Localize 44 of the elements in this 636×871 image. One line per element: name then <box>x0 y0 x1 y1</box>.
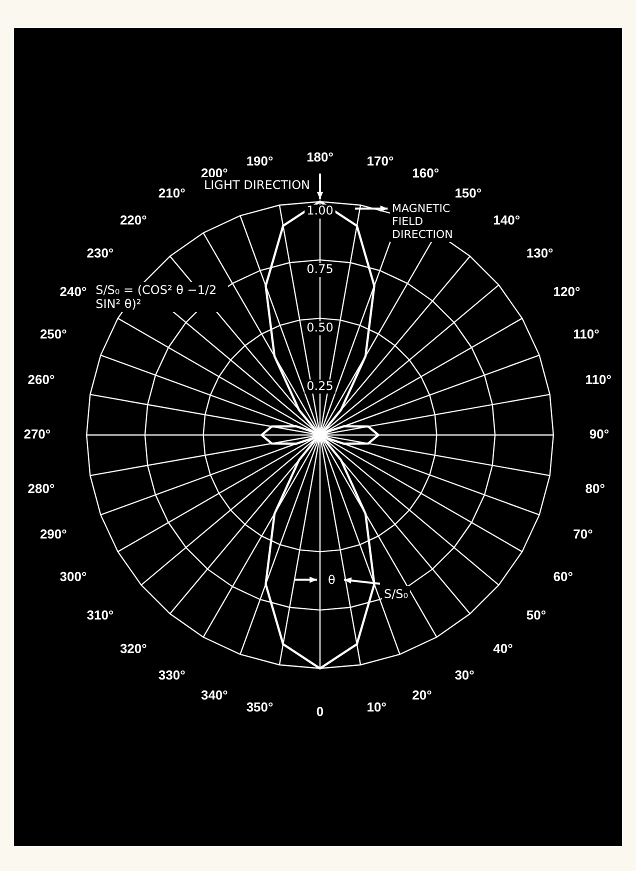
spoke-label: 50° <box>526 608 546 623</box>
spoke-label: 260° <box>28 372 55 387</box>
spoke-label: 340° <box>200 688 228 703</box>
y-tick-label: 0.50 <box>306 320 334 334</box>
spoke-label: 220° <box>120 212 147 228</box>
spoke-label: 30° <box>454 668 474 683</box>
text: LIGHT DIRECTION <box>202 177 312 194</box>
spoke-label: 110° <box>573 326 600 342</box>
spoke-label: 310° <box>86 608 114 623</box>
spoke-label: 290° <box>40 526 67 542</box>
spoke-label: 60° <box>553 569 573 584</box>
text: S/S₀ <box>382 586 410 602</box>
spoke-label: 150° <box>454 185 482 200</box>
spoke-label: 130° <box>526 246 554 261</box>
y-tick-label: 0.25 <box>306 378 334 393</box>
spoke-label: 180° <box>306 149 334 164</box>
text: MAGNETIC FIELD DIRECTION <box>390 200 486 242</box>
text: S/S₀ = (COS² θ −1/2 SIN² θ)² <box>94 282 228 312</box>
spoke-label: 350° <box>246 700 274 715</box>
y-tick-label: 1.00 <box>306 204 334 218</box>
spoke-label: 0 <box>316 704 324 719</box>
y-tick-label: 0.75 <box>306 262 334 276</box>
spoke-label: 270° <box>24 426 51 442</box>
spoke-label: 300° <box>60 569 87 584</box>
spoke-label: 250° <box>40 326 67 342</box>
spoke-label: 320° <box>120 640 147 656</box>
spoke-label: 210° <box>158 185 186 200</box>
spoke-label: 90° <box>589 426 610 442</box>
spoke-label: 70° <box>573 526 593 542</box>
spoke-label: 240° <box>60 284 87 300</box>
spoke-label: 170° <box>366 153 394 168</box>
spoke-label: 330° <box>158 668 186 683</box>
spoke-label: 190° <box>246 153 274 168</box>
spoke-label: 120° <box>553 284 580 300</box>
spoke-label: 140° <box>493 212 520 228</box>
text: θ <box>326 572 338 588</box>
spoke-label: 20° <box>412 688 432 703</box>
spoke-label: 40° <box>493 640 513 656</box>
spoke-label: 110° <box>585 372 612 387</box>
spoke-label: 10° <box>366 700 386 715</box>
spoke-label: 230° <box>86 246 114 261</box>
spoke-label: 280° <box>28 481 55 496</box>
spoke-label: 80° <box>585 481 605 496</box>
spoke-label: 160° <box>412 166 440 181</box>
